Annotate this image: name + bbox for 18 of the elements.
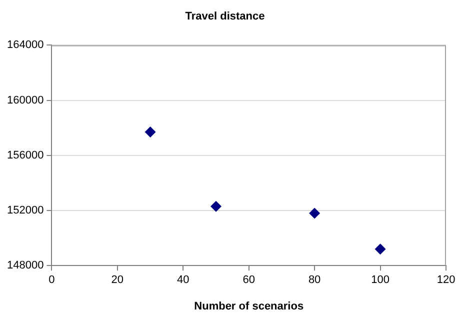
x-tick-label: 100 [371,274,390,286]
x-tick-label: 80 [308,274,321,286]
y-tick-label: 164000 [6,39,44,52]
y-tick-label: 156000 [6,149,44,162]
point [309,208,320,219]
chart-title: Travel distance [185,10,265,23]
y-tick-label: 160000 [6,94,44,106]
point [374,244,386,255]
y-tick-label: 152000 [6,204,44,217]
y-tick-label: 148000 [6,260,44,272]
point [210,200,222,212]
x-axis-title: Number of scenarios [194,300,304,312]
point [144,126,156,138]
x-tick-label: 60 [242,274,255,286]
x-tick-label: 20 [111,274,124,286]
x-tick-label: 120 [436,274,456,286]
x-tick-label: 40 [177,274,190,286]
x-tick-label: 0 [48,274,55,286]
